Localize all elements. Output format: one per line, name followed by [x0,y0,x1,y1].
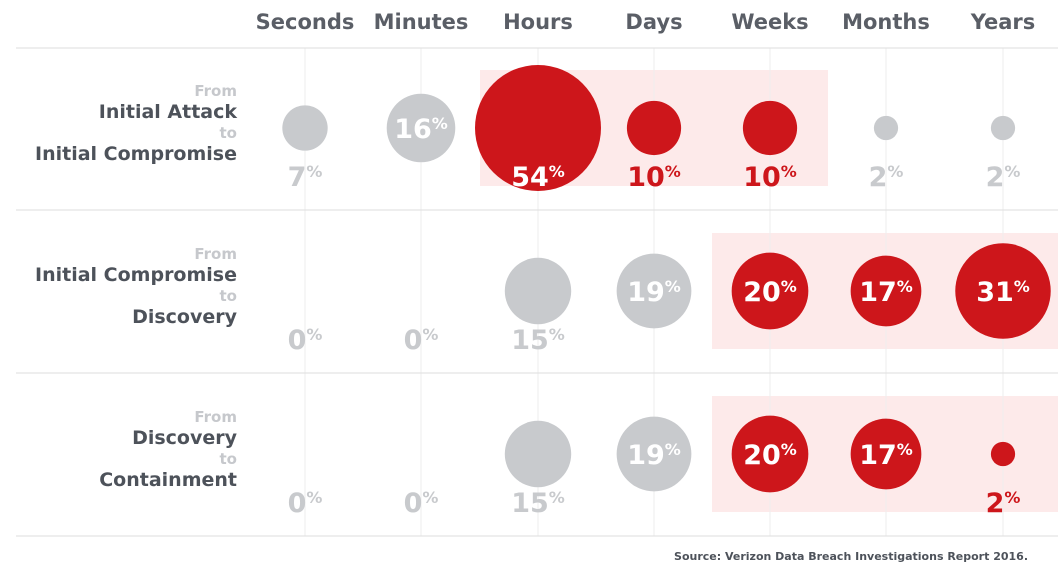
percent-label-row-1-months: 2% [869,162,904,193]
percent-label-row-3-hours: 15% [511,488,565,519]
column-header-weeks: Weeks [731,10,808,34]
source-note: Source: Verizon Data Breach Investigatio… [674,550,1028,563]
percent-label-row-2-seconds: 0% [288,325,323,356]
to-word-row-2: to [220,287,237,305]
bubble-row-1-minutes [386,93,456,163]
to-word-row-1: to [220,124,237,142]
bubble-row-3-months [850,418,922,490]
percent-label-row-2-days: 19% [627,277,681,308]
bubble-row-3-hours [504,420,572,488]
bubble-row-2-months [850,255,922,327]
percent-label-row-2-years: 31% [976,277,1030,308]
bubble-row-2-years [955,243,1051,339]
bubble-row-1-hours [475,65,601,191]
from-word-row-2: From [194,245,237,263]
to-stage-label-row-2: Discovery [132,306,238,328]
bubble-row-3-years [990,441,1016,467]
bubble-row-2-days [616,253,692,329]
to-stage-label-row-1: Initial Compromise [35,143,237,165]
percent-label-row-1-minutes: 16% [394,114,448,145]
to-stage-label-row-3: Containment [99,469,237,491]
from-stage-label-row-2: Initial Compromise [35,264,237,286]
percent-label-row-1-seconds: 7% [288,162,323,193]
column-header-minutes: Minutes [374,10,469,34]
column-header-years: Years [970,10,1036,34]
percent-label-row-1-years: 2% [986,162,1021,193]
percent-label-row-3-weeks: 20% [743,440,797,471]
bubble-row-1-months [873,115,899,141]
column-header-seconds: Seconds [256,10,355,34]
bubble-row-1-weeks [742,100,798,156]
from-word-row-3: From [194,408,237,426]
from-stage-label-row-1: Initial Attack [99,101,238,123]
percent-label-row-3-seconds: 0% [288,488,323,519]
bubble-row-2-weeks [731,252,809,330]
percent-label-row-2-hours: 15% [511,325,565,356]
from-word-row-1: From [194,82,237,100]
percent-label-row-3-months: 17% [859,440,913,471]
bubble-row-1-years [990,115,1016,141]
to-word-row-3: to [220,450,237,468]
percent-label-row-1-days: 10% [627,162,681,193]
bubble-row-1-seconds [282,105,328,151]
percent-label-row-3-minutes: 0% [404,488,439,519]
percent-label-row-2-weeks: 20% [743,277,797,308]
percent-label-row-1-weeks: 10% [743,162,797,193]
bubble-row-3-days [616,416,692,492]
column-header-days: Days [625,10,682,34]
column-header-hours: Hours [503,10,573,34]
percent-label-row-2-minutes: 0% [404,325,439,356]
percent-label-row-1-hours: 54% [511,162,565,193]
bubble-row-3-weeks [731,415,809,493]
percent-label-row-3-days: 19% [627,440,681,471]
percent-label-row-2-months: 17% [859,277,913,308]
column-header-months: Months [842,10,930,34]
bubble-row-2-hours [504,257,572,325]
from-stage-label-row-3: Discovery [132,427,238,449]
bubble-row-1-days [626,100,682,156]
percent-label-row-3-years: 2% [986,488,1021,519]
